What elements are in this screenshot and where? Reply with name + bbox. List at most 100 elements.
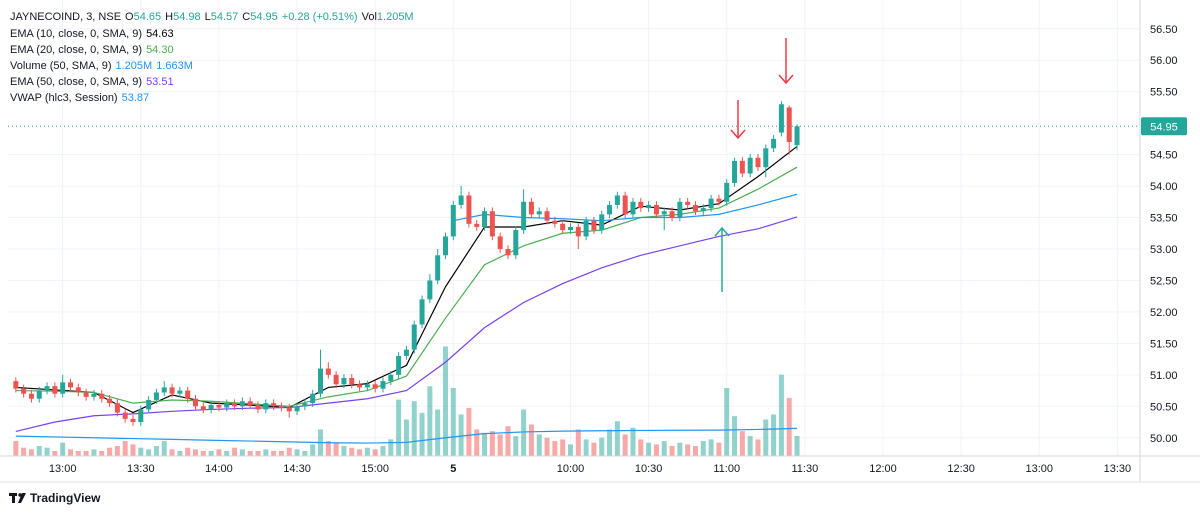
volume-bar [302,451,308,456]
x-tick-label: 14:00 [205,463,233,475]
y-tick-label: 56.50 [1150,24,1178,36]
legend-row: VWAP (hlc3, Session) 53.87 [10,92,149,104]
volume-bar [427,386,433,456]
legend-row: Volume (50, SMA, 9) 1.205M 1.663M [10,60,193,72]
candle-body [114,403,120,413]
volume-bar [669,446,675,456]
candle-body [325,368,331,375]
candle-body [177,390,183,394]
candle-body [153,392,159,400]
legend-row: EMA (20, close, 0, SMA, 9) 54.30 [10,44,174,56]
candle-body [36,390,42,399]
volume-bar [67,449,73,456]
candle-body [224,403,230,408]
legend-text: Volume (50, SMA, 9) [10,60,112,72]
candle-layer [13,101,800,426]
volume-bar [544,437,550,456]
candle-body [638,201,644,209]
x-tick-label: 12:30 [947,463,975,475]
legend-text: L [205,11,211,23]
candle-body [677,201,683,218]
volume-bar [630,427,636,456]
legend: JAYNECOIND, 3, NSE O54.65 H54.98 L54.57 C54.… [10,11,414,104]
legend-text: 54.30 [146,44,174,56]
volume-bar [177,451,183,456]
y-tick-label: 54.50 [1150,150,1178,162]
volume-bar [419,412,425,456]
candle-body [528,201,534,215]
candle-body [403,349,409,356]
legend-text: C [242,11,250,23]
legend-text: 1.205M [377,11,414,23]
legend-row: EMA (50, close, 0, SMA, 9) 53.51 [10,76,174,88]
candle-body [708,198,714,209]
candle-body [419,299,425,325]
volume-bar [692,446,698,456]
indicator-line [15,166,798,407]
volume-bar [411,401,417,456]
y-tick-label: 51.50 [1150,338,1178,350]
x-tick-label: 13:00 [49,463,77,475]
brand-logo [9,493,26,503]
candle-body [450,204,456,237]
legend-text: EMA (20, close, 0, SMA, 9) [10,44,142,56]
indicator-line [15,145,798,414]
candle-body [107,398,113,404]
volume-bar [208,451,214,456]
candle-body [560,223,566,231]
legend-text: EMA (10, close, 0, SMA, 9) [10,28,142,40]
volume-bar [583,439,589,456]
legend-text: EMA (50, close, 0, SMA, 9) [10,76,142,88]
volume-bar [466,407,472,456]
candle-body [536,211,542,215]
candle-body [552,220,558,224]
candle-body [739,160,745,174]
volume-bar [216,449,222,456]
candle-body [700,208,706,212]
candle-body [778,104,784,133]
volume-bar [325,441,331,456]
candle-body [28,393,34,399]
candle-body [763,148,769,168]
volume-bar [286,447,292,456]
volume-bar [732,416,738,456]
indicator-layer [15,145,798,444]
volume-bar [700,441,706,456]
volume-bar [263,449,269,456]
candle-body [521,201,527,231]
candle-body [247,401,253,406]
candle-body [349,377,355,385]
volume-bar [21,447,27,456]
candle-body [482,211,488,227]
candle-body [747,157,753,174]
volume-bar [278,451,284,456]
volume-bar [349,447,355,456]
candle-body [771,138,777,149]
volume-bar [794,436,800,456]
volume-layer [13,346,800,456]
candle-body [544,211,550,221]
candle-body [99,393,105,399]
candle-body [216,405,222,408]
volume-bar [778,374,784,456]
candle-body [661,211,667,215]
candle-body [575,226,581,237]
volume-bar [138,447,144,456]
volume-bar [239,449,245,456]
candle-body [333,374,339,385]
candle-body [302,403,308,407]
candle-body [239,401,245,407]
legend-text: 53.87 [122,92,150,104]
volume-bar [107,447,113,456]
candle-body [286,407,292,412]
volume-bar [232,447,238,456]
volume-bar [130,444,136,456]
x-tick-label: 5 [450,463,456,475]
candle-body [161,387,167,393]
x-tick-label: 10:30 [635,463,663,475]
y-tick-label: 52.00 [1150,307,1178,319]
candle-body [607,204,613,215]
candle-body [122,412,128,419]
legend-text: O [125,11,134,23]
